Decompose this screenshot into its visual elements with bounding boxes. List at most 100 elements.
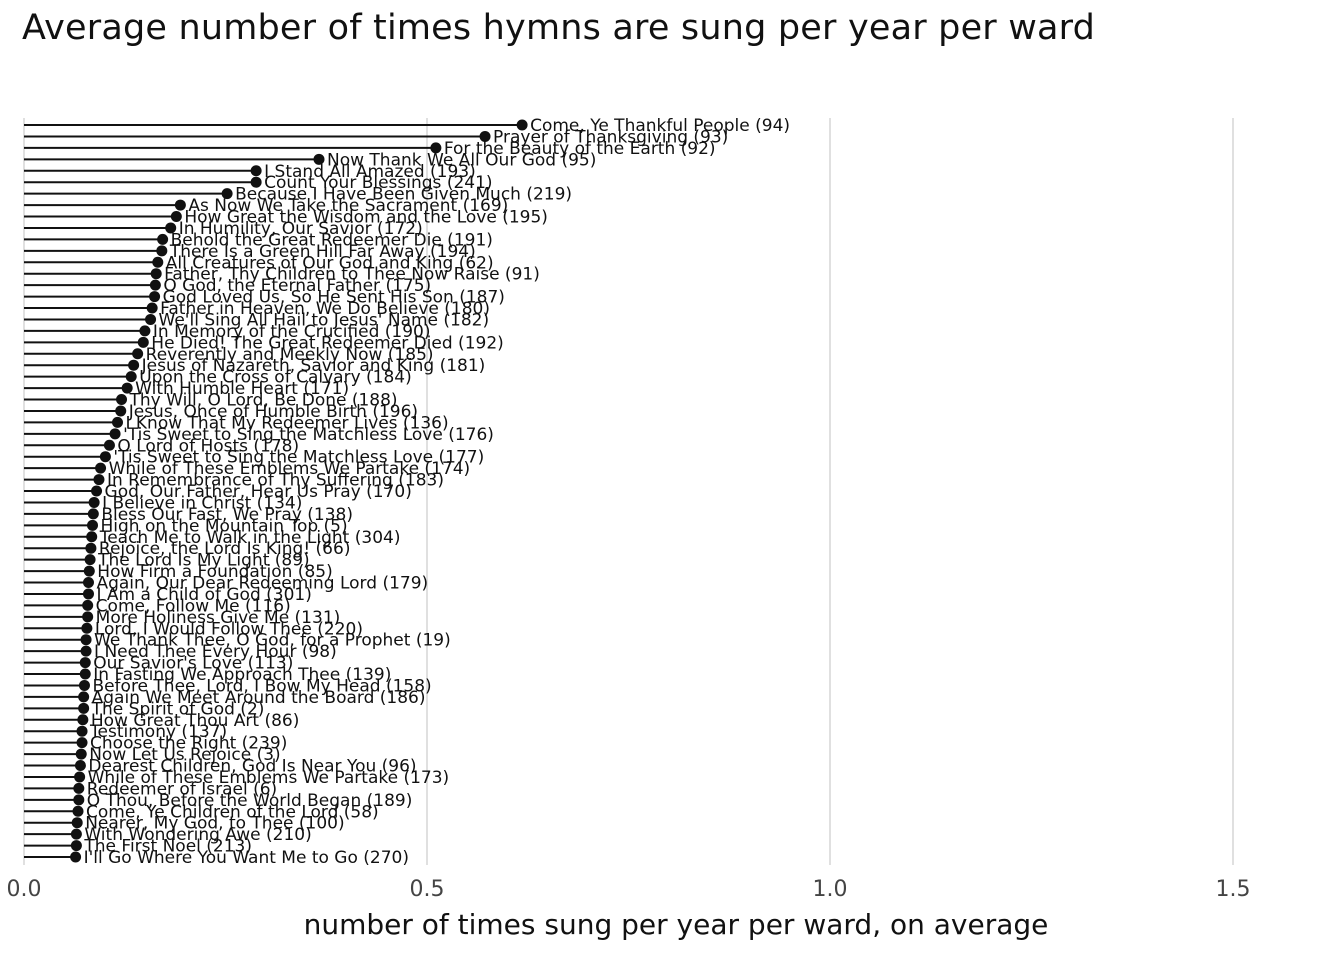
x-axis: 0.0 0.5 1.0 1.5 — [7, 877, 1251, 902]
lollipop-dot — [78, 691, 90, 703]
lollipop-dot — [170, 211, 182, 222]
lollipop-dot — [152, 256, 164, 268]
point-label: While of These Emblems We Partake (174) — [109, 459, 471, 479]
point-label: I Know That My Redeemer Lives (136) — [125, 413, 448, 433]
point-label: All Creatures of Our God and King (62) — [166, 253, 494, 273]
point-label: Rejoice, the Lord Is King! (66) — [99, 539, 351, 559]
lollipop-dot — [82, 588, 94, 600]
point-label: For the Beauty of the Earth (92) — [444, 139, 716, 159]
point-label: Our Savior's Love (113) — [93, 654, 293, 674]
point-label: Lord, I Would Follow Thee (220) — [95, 619, 363, 639]
lollipop-dot — [250, 165, 262, 177]
point-label: With Wondering Awe (210) — [84, 825, 311, 845]
point-label: Behold the Great Redeemer Die (191) — [171, 230, 493, 250]
lollipop-dot — [70, 840, 82, 852]
point-label: How Great Thou Art (86) — [91, 711, 300, 731]
point-label: Bless Our Fast, We Pray (138) — [101, 505, 353, 525]
lollipop-dot — [91, 485, 103, 497]
x-tick-label: 1.0 — [813, 877, 848, 902]
lollipop-dot — [84, 554, 96, 566]
lollipop-dot — [313, 153, 325, 165]
lollipop-dot — [77, 714, 89, 726]
point-label: There Is a Green Hill Far Away (194) — [169, 242, 476, 262]
point-label: 'Tis Sweet to Sing the Matchless Love (1… — [113, 448, 484, 468]
point-label: Now Thank We All Our God (95) — [327, 150, 596, 170]
lollipop-dot — [109, 428, 121, 440]
lollipop-dot — [70, 851, 82, 863]
x-tick-label: 1.5 — [1216, 877, 1251, 902]
lollipop-dot — [479, 130, 491, 142]
lollipop-dot — [149, 291, 161, 303]
lollipop-dot — [80, 634, 92, 646]
lollipop-dot — [87, 508, 99, 520]
point-label: I Am a Child of God (301) — [96, 585, 311, 605]
point-label: Teach Me to Walk in the Light (304) — [99, 528, 401, 548]
point-label: Because I Have Been Given Much (219) — [235, 185, 572, 205]
gridlines — [23, 118, 1234, 865]
lollipop-dot — [87, 519, 99, 531]
point-label: I Believe in Christ (134) — [102, 493, 302, 513]
lollipop-dot — [165, 222, 177, 234]
point-label: He Died! The Great Redeemer Died (192) — [151, 333, 504, 353]
lollipop-dot — [76, 725, 88, 737]
point-label: Come, Follow Me (116) — [96, 596, 291, 616]
lollipop-dot — [75, 748, 87, 760]
lollipop-dot — [116, 394, 128, 405]
lollipop-dot — [146, 302, 158, 314]
point-label: In Memory of the Crucified (190) — [153, 322, 431, 342]
lollipop-dot — [80, 645, 92, 657]
lollipop-dot — [79, 668, 91, 680]
lollipop-dot — [174, 199, 186, 211]
x-tick-label: 0.5 — [410, 877, 445, 902]
chart-title: Average number of times hymns are sung p… — [22, 8, 1096, 48]
lollipop-dot — [86, 531, 98, 543]
lollipop-dot — [71, 817, 83, 829]
lollipop-dot — [81, 622, 93, 634]
point-label: How Great the Wisdom and the Love (195) — [184, 208, 548, 228]
point-label: With Humble Heart (171) — [135, 379, 349, 399]
lollipop-dot — [430, 142, 442, 154]
lollipop-dot — [88, 496, 100, 508]
lollipop-dot — [78, 702, 90, 714]
lollipop-dot — [157, 233, 169, 245]
point-label: I'll Go Where You Want Me to Go (270) — [84, 848, 409, 868]
point-label: In Remembrance of Thy Suffering (183) — [107, 471, 444, 491]
point-label: We Thank Thee, O God, for a Prophet (19) — [94, 631, 451, 651]
lollipop-dot — [82, 599, 94, 611]
point-label: Now Let Us Rejoice (3) — [89, 745, 280, 765]
point-label: Count Your Blessings (241) — [264, 173, 492, 193]
lollipop-dot — [72, 805, 84, 817]
point-label: Jesus, Once of Humble Birth (196) — [128, 402, 418, 422]
lollipop-dot — [85, 542, 97, 554]
lollipop-dot — [79, 657, 91, 669]
lollipop-dot — [99, 451, 111, 463]
point-label: The First Noel (213) — [83, 837, 252, 857]
lollipop-dot — [93, 474, 105, 486]
lollipop-dot — [82, 577, 94, 588]
point-label: As Now We Take the Sacrament (169) — [188, 196, 508, 216]
x-tick-label: 0.0 — [7, 877, 42, 902]
point-label: We'll Sing All Hail to Jesus' Name (182) — [159, 310, 490, 330]
point-label: O Thou, Before the World Began (189) — [87, 791, 413, 811]
lollipop-dot — [78, 679, 90, 691]
point-label: Come, Ye Children of the Lord (58) — [86, 802, 379, 822]
point-label: 'Tis Sweet to Sing the Matchless Love (1… — [123, 425, 494, 445]
point-label: The Lord Is My Light (89) — [97, 551, 310, 571]
point-label: The Spirit of God (2) — [91, 699, 265, 719]
point-label: While of These Emblems We Partake (173) — [88, 768, 450, 788]
lollipop-dot — [74, 760, 86, 771]
point-label: Father in Heaven, We Do Believe (180) — [160, 299, 490, 319]
point-label: Dearest Children, God Is Near You (96) — [88, 757, 416, 777]
lollipop-dot — [128, 359, 140, 371]
point-label: In Fasting We Approach Thee (139) — [93, 665, 391, 685]
lollipop-dot — [115, 405, 127, 417]
point-label: More Holiness Give Me (131) — [96, 608, 341, 628]
lollipop-dot — [132, 348, 144, 360]
lollipop-dot — [145, 313, 157, 325]
point-label: Jesus of Nazareth, Savior and King (181) — [141, 356, 486, 376]
point-label: Upon the Cross of Calvary (184) — [139, 368, 412, 388]
lollipop-dot — [73, 794, 85, 806]
lollipop-dot — [516, 119, 528, 131]
lollipop-dot — [137, 336, 149, 348]
